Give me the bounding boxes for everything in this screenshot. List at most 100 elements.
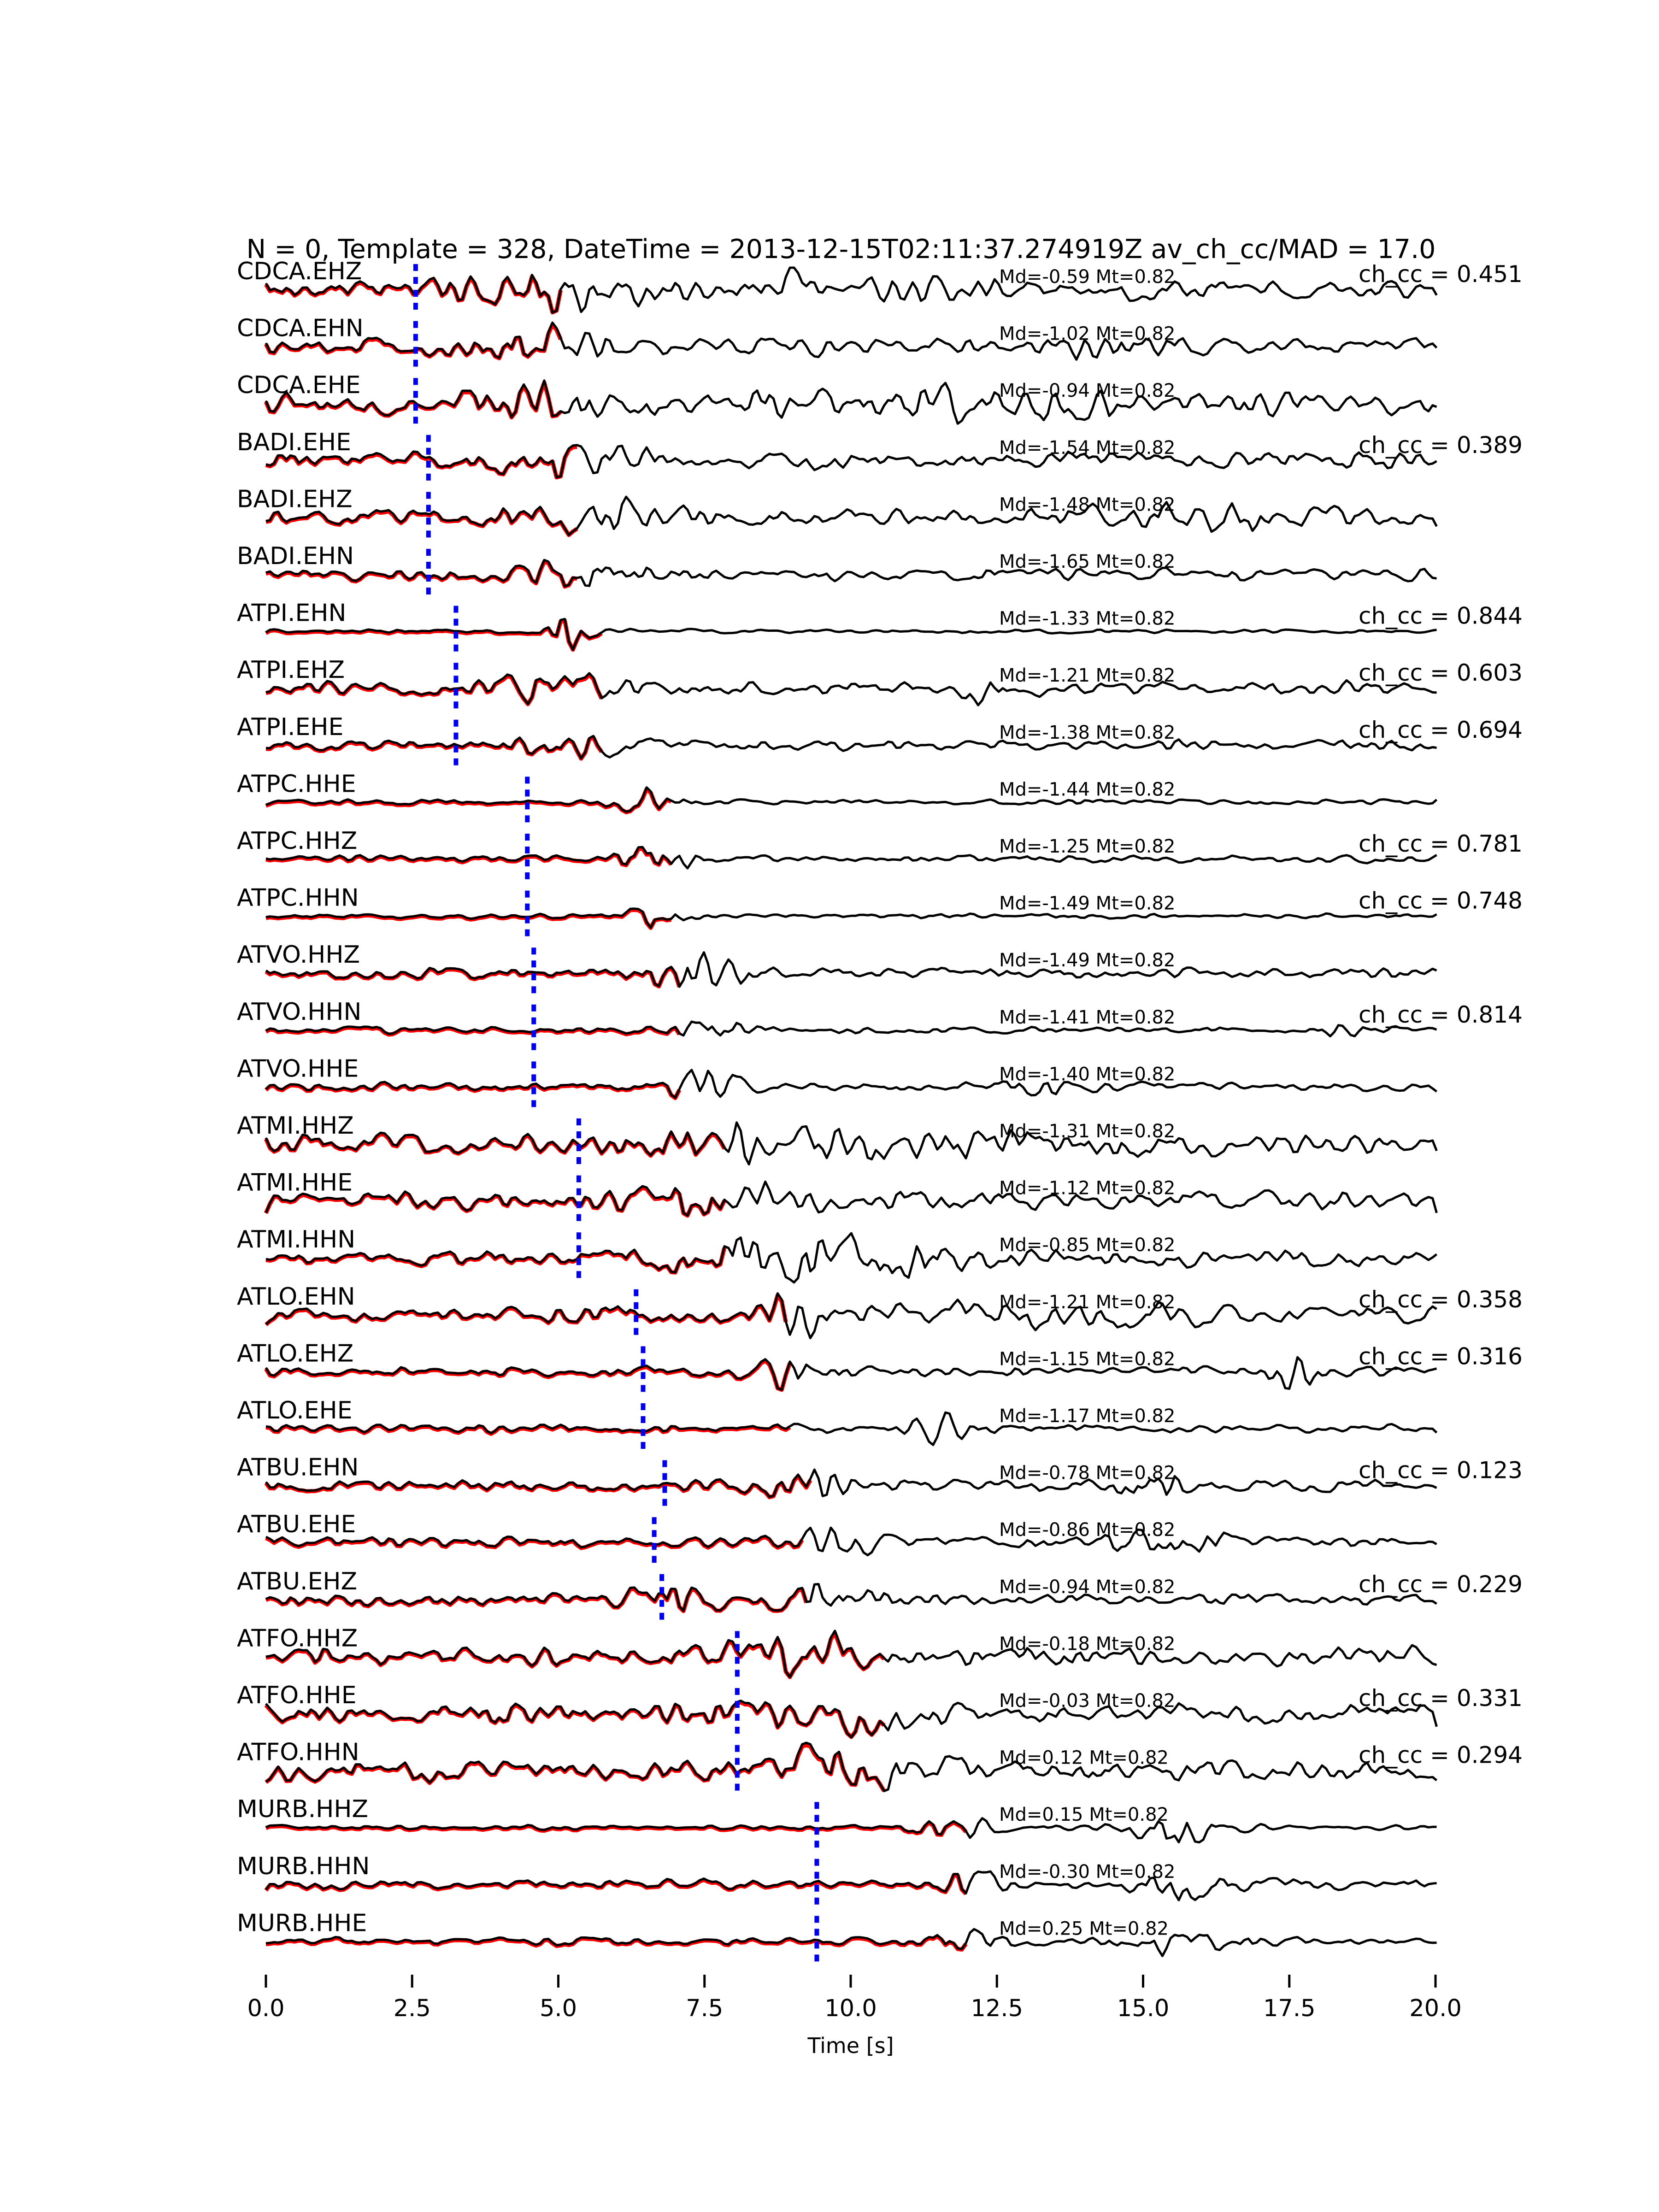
station-channel-label: ATPI.EHN	[237, 600, 346, 627]
trace-row: ATLO.EHN Md=-1.21 Mt=0.82 ch_cc = 0.358	[237, 1283, 1523, 1340]
channel-correlation-value: ch_cc = 0.844	[1359, 603, 1523, 629]
magnitude-annotation: Md=0.25 Mt=0.82	[999, 1918, 1169, 1939]
waveform-trace	[265, 846, 1437, 870]
waveform-trace	[265, 1292, 1437, 1340]
station-channel-label: ATBU.EHZ	[237, 1568, 357, 1595]
trace-row: ATVO.HHZ Md=-1.49 Mt=0.82	[237, 941, 1437, 999]
trace-row: BADI.EHZ Md=-1.48 Mt=0.82	[237, 485, 1438, 543]
station-channel-label: ATMI.HHE	[237, 1169, 353, 1197]
template-overlay-trace	[265, 1820, 968, 1837]
station-channel-label: ATLO.EHN	[237, 1283, 355, 1311]
magnitude-annotation: Md=0.15 Mt=0.82	[999, 1804, 1169, 1825]
magnitude-annotation: Md=-1.49 Mt=0.82	[999, 893, 1175, 914]
channel-correlation-value: ch_cc = 0.123	[1359, 1457, 1523, 1484]
station-channel-label: CDCA.EHN	[237, 315, 364, 342]
waveform-trace	[265, 1411, 1438, 1446]
magnitude-annotation: Md=-0.59 Mt=0.82	[999, 266, 1175, 288]
magnitude-annotation: Md=-1.31 Mt=0.82	[999, 1121, 1175, 1142]
waveform-trace	[265, 1583, 1437, 1612]
trace-row: ATFO.HHE Md=-0.03 Mt=0.82 ch_cc = 0.331	[237, 1682, 1523, 1739]
waveform-trace	[265, 321, 1438, 361]
waveform-trace	[265, 1180, 1438, 1217]
channel-correlation-value: ch_cc = 0.294	[1359, 1742, 1523, 1769]
magnitude-annotation: Md=-1.33 Mt=0.82	[999, 608, 1175, 629]
magnitude-annotation: Md=-1.25 Mt=0.82	[999, 836, 1175, 857]
magnitude-annotation: Md=-1.21 Mt=0.82	[999, 1292, 1175, 1313]
station-channel-label: ATLO.EHE	[237, 1397, 353, 1424]
waveform-trace	[265, 1817, 1437, 1844]
magnitude-annotation: Md=-1.40 Mt=0.82	[999, 1064, 1175, 1085]
trace-row: ATFO.HHN Md=0.12 Mt=0.82 ch_cc = 0.294	[237, 1739, 1523, 1796]
waveform-trace	[265, 735, 1437, 760]
station-channel-label: ATPC.HHZ	[237, 827, 357, 855]
waveform-trace	[265, 618, 1437, 651]
station-channel-label: ATFO.HHZ	[237, 1624, 358, 1652]
station-channel-label: CDCA.EHZ	[237, 258, 362, 285]
trace-row: ATPI.EHE Md=-1.38 Mt=0.82 ch_cc = 0.694	[237, 713, 1523, 771]
magnitude-annotation: Md=-1.41 Mt=0.82	[999, 1007, 1175, 1028]
trace-row: BADI.EHE Md=-1.54 Mt=0.82 ch_cc = 0.389	[237, 429, 1523, 486]
trace-row: ATBU.EHE Md=-0.86 Mt=0.82	[237, 1511, 1437, 1568]
trace-row: ATMI.HHZ Md=-1.31 Mt=0.82	[237, 1112, 1438, 1169]
channel-correlation-value: ch_cc = 0.331	[1359, 1685, 1523, 1712]
station-channel-label: ATFO.HHE	[237, 1682, 357, 1709]
magnitude-annotation: Md=-0.30 Mt=0.82	[999, 1861, 1175, 1883]
station-channel-label: ATMI.HHZ	[237, 1112, 354, 1140]
channel-correlation-value: ch_cc = 0.814	[1359, 1001, 1523, 1028]
station-channel-label: ATPI.EHZ	[237, 656, 345, 684]
waveform-trace	[265, 1232, 1438, 1284]
channel-correlation-value: ch_cc = 0.358	[1359, 1286, 1523, 1313]
x-tick-label: 2.5	[394, 1995, 431, 2022]
magnitude-annotation: Md=-1.21 Mt=0.82	[999, 665, 1175, 686]
trace-row: ATBU.EHZ Md=-0.94 Mt=0.82 ch_cc = 0.229	[237, 1568, 1523, 1625]
channel-correlation-value: ch_cc = 0.451	[1359, 261, 1523, 288]
channel-correlation-value: ch_cc = 0.694	[1359, 717, 1523, 743]
waveform-trace	[265, 1356, 1437, 1391]
station-channel-label: BADI.EHZ	[237, 485, 353, 513]
magnitude-annotation: Md=-1.17 Mt=0.82	[999, 1406, 1175, 1427]
waveform-trace	[265, 672, 1437, 706]
x-tick-label: 0.0	[247, 1995, 284, 2022]
station-channel-label: ATVO.HHE	[237, 1055, 359, 1082]
magnitude-annotation: Md=0.12 Mt=0.82	[999, 1747, 1169, 1769]
magnitude-annotation: Md=-0.78 Mt=0.82	[999, 1463, 1175, 1484]
trace-row: MURB.HHN Md=-0.30 Mt=0.82	[237, 1853, 1437, 1910]
channel-correlation-value: ch_cc = 0.781	[1359, 830, 1523, 857]
waveform-trace	[265, 1870, 1437, 1901]
magnitude-annotation: Md=-1.12 Mt=0.82	[999, 1178, 1175, 1199]
waveform-trace	[265, 1069, 1437, 1099]
x-tick-label: 17.5	[1263, 1995, 1316, 2022]
waveform-trace	[265, 786, 1438, 813]
x-tick-label: 5.0	[540, 1995, 577, 2022]
waveform-trace	[265, 559, 1437, 588]
waveform-trace	[265, 444, 1437, 479]
channel-correlation-value: ch_cc = 0.316	[1359, 1343, 1523, 1370]
x-tick-label: 7.5	[686, 1995, 723, 2022]
station-channel-label: BADI.EHN	[237, 542, 354, 570]
station-channel-label: ATLO.EHZ	[237, 1340, 353, 1367]
magnitude-annotation: Md=-1.38 Mt=0.82	[999, 722, 1175, 743]
trace-row: ATFO.HHZ Md=-0.18 Mt=0.82	[237, 1624, 1437, 1682]
trace-row: ATMI.HHN Md=-0.85 Mt=0.82	[237, 1226, 1438, 1284]
trace-row: ATPC.HHN Md=-1.49 Mt=0.82 ch_cc = 0.748	[237, 884, 1523, 941]
trace-row: MURB.HHE Md=0.25 Mt=0.82	[237, 1909, 1437, 1967]
station-channel-label: ATVO.HHN	[237, 998, 361, 1026]
waveform-trace	[265, 266, 1438, 314]
x-tick-label: 12.5	[971, 1995, 1023, 2022]
magnitude-annotation: Md=-0.86 Mt=0.82	[999, 1519, 1175, 1541]
waveform-trace	[265, 1700, 1438, 1739]
station-channel-label: MURB.HHE	[237, 1909, 367, 1937]
waveform-trace	[265, 379, 1437, 425]
trace-row: CDCA.EHZ Md=-0.59 Mt=0.82 ch_cc = 0.451	[237, 258, 1523, 315]
magnitude-annotation: Md=-0.94 Mt=0.82	[999, 380, 1175, 401]
magnitude-annotation: Md=-0.18 Mt=0.82	[999, 1633, 1175, 1654]
station-channel-label: ATPI.EHE	[237, 713, 343, 741]
magnitude-annotation: Md=-1.02 Mt=0.82	[999, 324, 1175, 345]
waveform-trace	[265, 1741, 1438, 1792]
trace-row: ATVO.HHE Md=-1.40 Mt=0.82	[237, 1055, 1437, 1112]
waveform-trace	[265, 495, 1438, 536]
trace-row: MURB.HHZ Md=0.15 Mt=0.82	[237, 1795, 1437, 1853]
channel-correlation-value: ch_cc = 0.748	[1359, 888, 1523, 914]
waveform-trace	[265, 1928, 1437, 1957]
